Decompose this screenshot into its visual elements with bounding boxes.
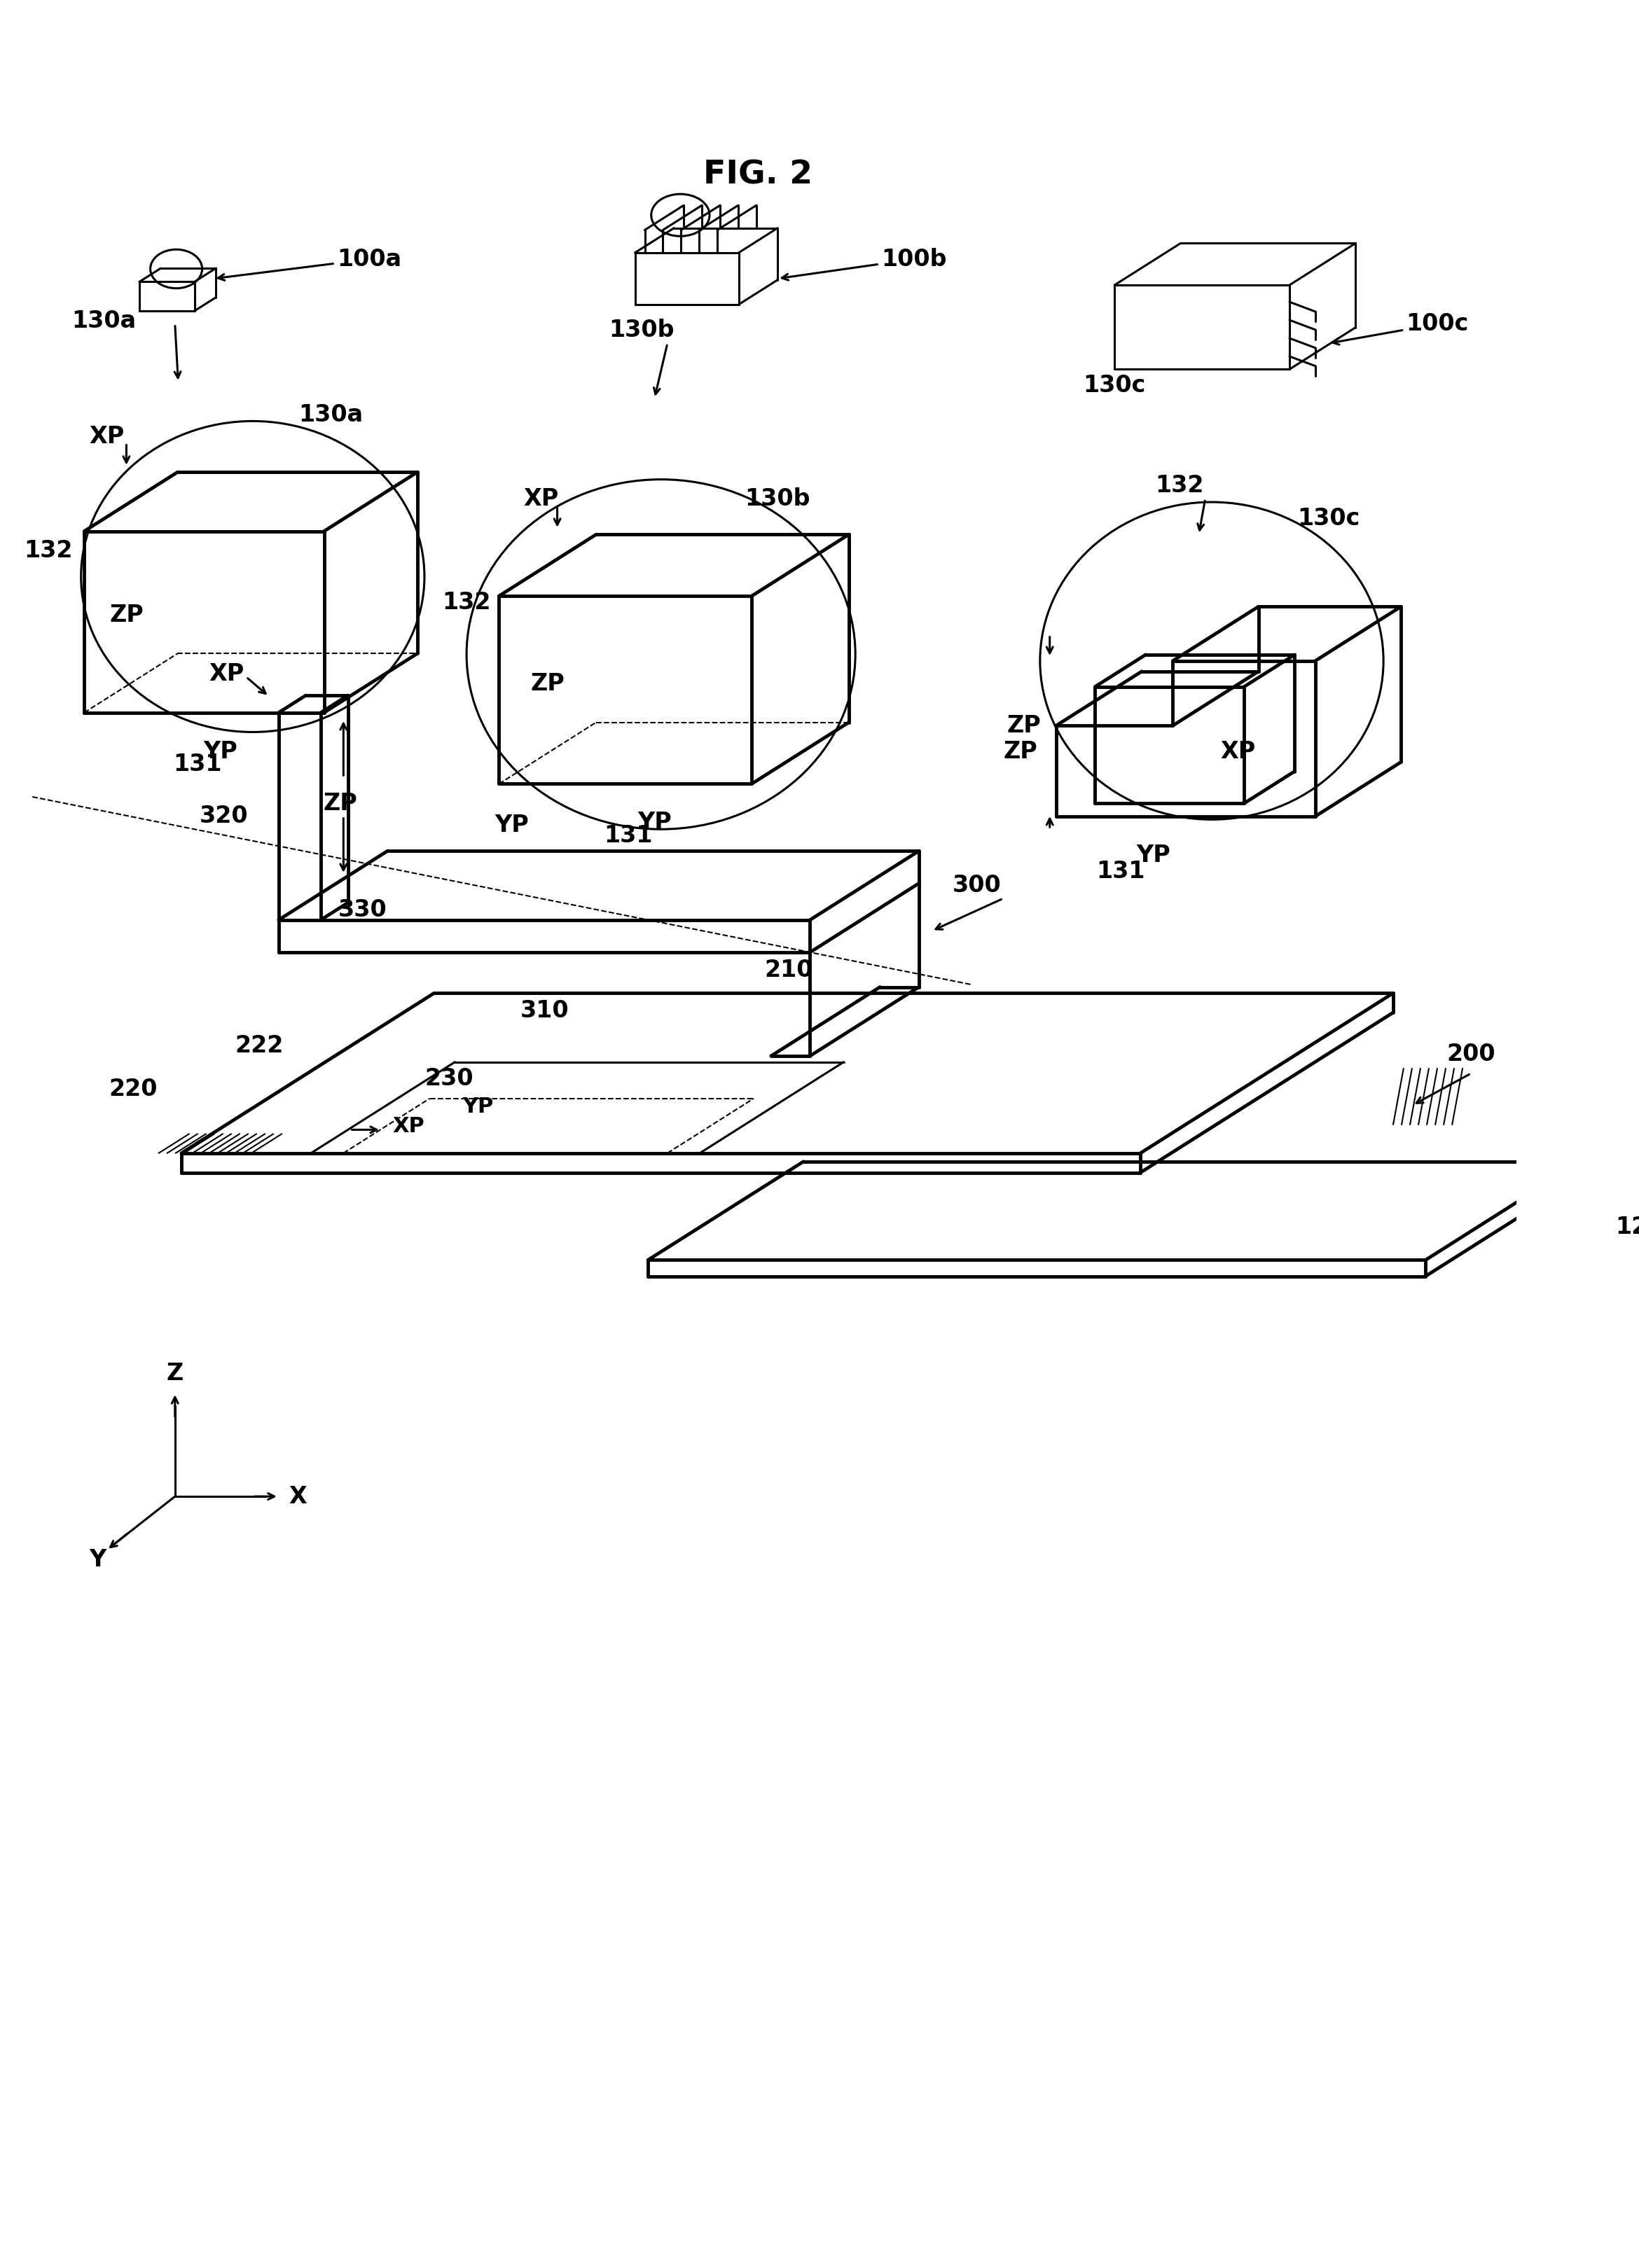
Text: 132: 132 <box>1155 474 1203 497</box>
Text: FIG. 2: FIG. 2 <box>703 159 813 191</box>
Text: XP: XP <box>210 662 244 685</box>
Text: ZP: ZP <box>110 603 144 626</box>
Text: XP: XP <box>523 488 559 510</box>
Text: Y: Y <box>90 1549 107 1572</box>
Text: 230: 230 <box>425 1068 474 1091</box>
Text: 131: 131 <box>1096 860 1146 882</box>
Text: 120: 120 <box>1614 1216 1639 1238</box>
Text: YP: YP <box>638 812 672 835</box>
Text: 220: 220 <box>108 1077 157 1100</box>
Text: 100b: 100b <box>782 247 947 281</box>
Text: ZP: ZP <box>1006 714 1041 737</box>
Text: YP: YP <box>462 1098 493 1118</box>
Text: YP: YP <box>495 814 529 837</box>
Text: 130c: 130c <box>1083 374 1146 397</box>
Text: Z: Z <box>167 1361 184 1386</box>
Text: 100a: 100a <box>218 247 402 281</box>
Text: 131: 131 <box>174 753 221 776</box>
Text: 222: 222 <box>234 1034 284 1057</box>
Text: 200: 200 <box>1447 1043 1495 1066</box>
Text: ZP: ZP <box>323 792 357 814</box>
Text: X: X <box>288 1486 306 1508</box>
Text: 132: 132 <box>443 592 492 615</box>
Text: 132: 132 <box>25 540 74 562</box>
Text: XP: XP <box>89 424 125 449</box>
Text: YP: YP <box>1136 844 1170 866</box>
Text: 131: 131 <box>605 823 652 848</box>
Text: 310: 310 <box>520 998 569 1023</box>
Text: 130b: 130b <box>744 488 810 510</box>
Text: 100c: 100c <box>1333 313 1469 345</box>
Text: 330: 330 <box>338 898 387 921</box>
Text: 130b: 130b <box>608 320 674 342</box>
Text: 130c: 130c <box>1296 506 1360 531</box>
Text: ZP: ZP <box>531 671 564 694</box>
Text: YP: YP <box>203 739 238 762</box>
Text: XP: XP <box>392 1116 425 1136</box>
Text: 210: 210 <box>764 959 813 982</box>
Text: 320: 320 <box>200 805 247 828</box>
Text: 130a: 130a <box>298 404 362 426</box>
Text: ZP: ZP <box>1003 739 1037 762</box>
Text: 130a: 130a <box>72 308 136 331</box>
Text: XP: XP <box>1219 739 1255 762</box>
Text: 300: 300 <box>952 873 1001 898</box>
